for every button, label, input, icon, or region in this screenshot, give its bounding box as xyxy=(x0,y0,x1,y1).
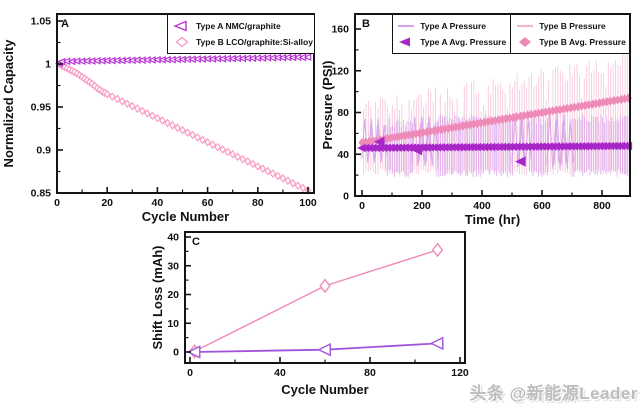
x-axis-label: Time (hr) xyxy=(465,212,520,227)
panel-letter: C xyxy=(192,236,200,248)
watermark-text: 头条 @新能源Leader xyxy=(469,384,638,403)
x-tick-label: 0 xyxy=(359,200,365,212)
y-tick-label: 120 xyxy=(331,65,349,77)
x-tick-label: 0 xyxy=(54,197,60,209)
x-tick-label: 600 xyxy=(533,200,551,212)
x-tick-label: 80 xyxy=(364,367,376,379)
legend-label: Type B LCO/graphite:Si-alloy xyxy=(196,37,313,47)
panel-a-legend: Type A NMC/graphite Type B LCO/graphite:S… xyxy=(167,14,315,54)
x-tick-label: 20 xyxy=(101,197,113,209)
y-tick-label: 0.85 xyxy=(31,188,52,200)
line-icon xyxy=(398,24,415,28)
x-axis-label: Cycle Number xyxy=(281,382,368,397)
x-tick-label: 100 xyxy=(299,197,317,209)
legend-entry: Type A Pressure xyxy=(396,18,506,34)
legend-label: Type A Avg. Pressure xyxy=(420,37,507,47)
legend-entry: Type B LCO/graphite:Si-alloy xyxy=(172,34,313,50)
x-tick-label: 80 xyxy=(252,197,264,209)
panel-a-capacity-chart: 0 20 40 60 80 100 0.85 0.9 0.95 1 1.05 Cycle Number… xyxy=(1,13,317,224)
x-tick-label: 120 xyxy=(451,367,469,379)
y-tick-label: 80 xyxy=(337,107,349,119)
y-tick-label: 160 xyxy=(331,24,349,36)
y-axis-label: Shift Loss (mAh) xyxy=(150,246,165,350)
legend-entry: Type A Avg. Pressure xyxy=(396,34,506,50)
panel-letter: B xyxy=(362,18,370,30)
y-tick-label: 10 xyxy=(167,318,179,330)
shift-loss-type-b xyxy=(188,242,444,359)
type-a-avg-pressure-series xyxy=(357,136,633,167)
y-tick-label: 1.05 xyxy=(31,16,52,28)
shift-loss-type-a xyxy=(186,336,444,359)
y-tick-label: 40 xyxy=(337,149,349,161)
y-tick-label: 0.95 xyxy=(31,102,52,114)
panel-c-shift-loss-chart: 0 40 80 120 0 10 20 30 40 Cycle Number Shift Loss … xyxy=(150,231,469,397)
panel-b-legend: Type A Pressure Type A Avg. Pressure Type … xyxy=(392,14,630,54)
triangle-left-open-icon xyxy=(173,20,187,32)
panel-b-pressure-chart: 0 200 400 600 800 0 40 80 120 160 Time (hr) Pressur… xyxy=(320,13,633,227)
legend-label: Type A NMC/graphite xyxy=(196,21,281,31)
diamond-open-icon xyxy=(175,36,189,48)
legend-entry: Type A NMC/graphite xyxy=(172,18,310,34)
series-type-a-capacity xyxy=(54,53,312,68)
x-tick-label: 40 xyxy=(274,367,286,379)
x-tick-label: 40 xyxy=(152,197,164,209)
triangle-left-filled-icon xyxy=(399,37,411,47)
axes-ticks xyxy=(185,236,461,363)
axes-ticks xyxy=(56,20,309,194)
y-tick-label: 0 xyxy=(343,191,349,203)
type-b-avg-pressure-series xyxy=(358,93,632,148)
y-tick-label: 20 xyxy=(167,289,179,301)
legend-label: Type B Avg. Pressure xyxy=(539,37,626,47)
x-tick-label: 0 xyxy=(187,367,193,379)
panel-letter: A xyxy=(61,18,69,30)
watermark: 头条 @新能源Leader xyxy=(469,379,638,404)
diamond-filled-icon xyxy=(519,37,532,47)
legend-entry: Type B Avg. Pressure xyxy=(515,34,626,50)
x-axis-label: Cycle Number xyxy=(142,209,229,224)
legend-entry: Type B Pressure xyxy=(515,18,626,34)
legend-column: Type B Pressure Type B Avg. Pressure xyxy=(511,15,630,53)
x-tick-label: 60 xyxy=(202,197,214,209)
x-tick-label: 400 xyxy=(473,200,491,212)
legend-label: Type A Pressure xyxy=(420,21,487,31)
y-tick-label: 1 xyxy=(45,59,51,71)
y-axis-label: Pressure (PSI) xyxy=(320,61,335,150)
series-type-b-capacity xyxy=(56,59,312,195)
y-tick-label: 40 xyxy=(167,232,179,244)
axes-ticks xyxy=(355,28,603,197)
legend-label: Type B Pressure xyxy=(539,21,606,31)
x-tick-label: 800 xyxy=(593,200,611,212)
legend-column: Type A Pressure Type A Avg. Pressure xyxy=(392,15,512,53)
y-tick-label: 0 xyxy=(173,347,179,359)
x-tick-label: 200 xyxy=(413,200,431,212)
y-axis-label: Normalized Capacity xyxy=(1,39,16,168)
y-tick-label: 0.9 xyxy=(36,145,51,157)
y-tick-label: 30 xyxy=(167,260,179,272)
line-icon xyxy=(517,24,534,28)
